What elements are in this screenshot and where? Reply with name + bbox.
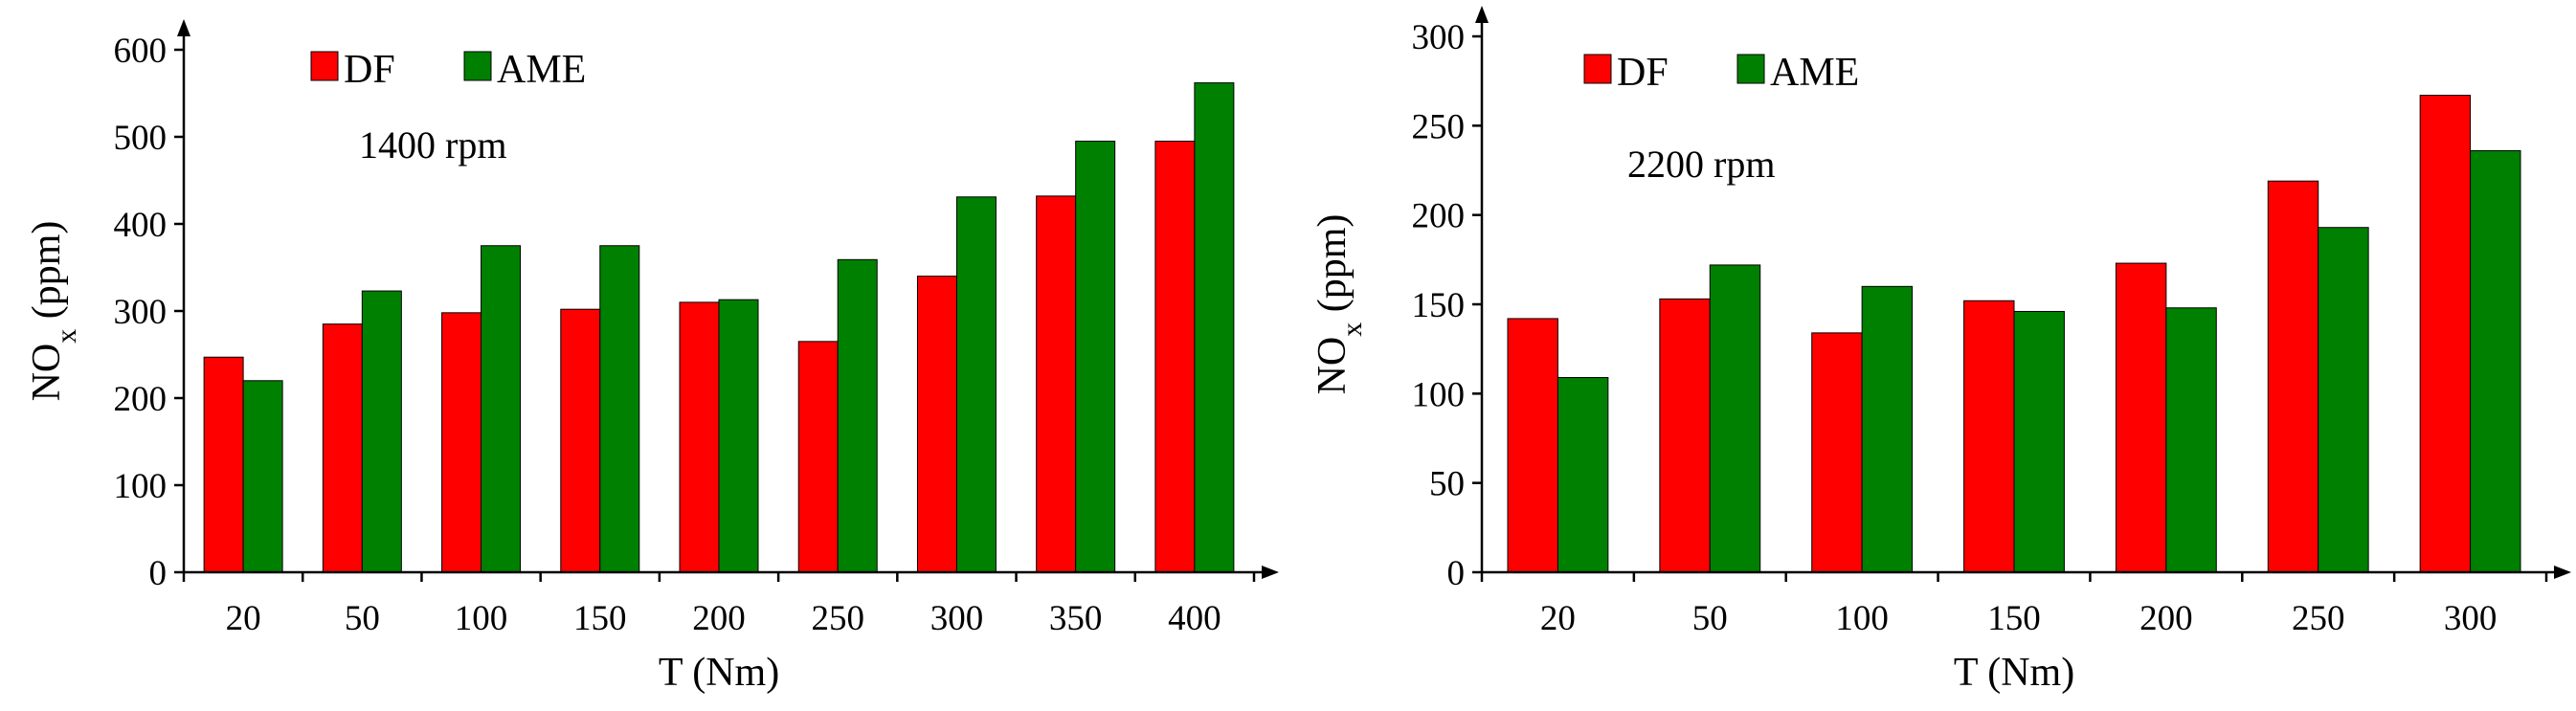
- bar-ame-350: [1075, 141, 1116, 573]
- y-axis-arrow: [177, 19, 190, 36]
- bar-ame-150: [2013, 310, 2065, 573]
- rpm-annotation: 1400 rpm: [359, 123, 506, 167]
- bar-df-250: [797, 341, 839, 573]
- x-tick-label: 20: [1540, 599, 1576, 638]
- bar-df-20: [203, 356, 244, 573]
- legend-swatch-ame: [463, 51, 492, 81]
- bar-ame-100: [481, 245, 522, 573]
- bar-ame-400: [1194, 82, 1235, 573]
- x-tick-label: 300: [2444, 599, 2498, 638]
- bar-ame-200: [2165, 307, 2217, 573]
- x-tick-label: 250: [811, 599, 864, 638]
- bar-df-50: [322, 323, 363, 573]
- legend-swatch-df: [1583, 54, 1612, 84]
- x-tick-label: 400: [1168, 599, 1221, 638]
- bar-df-150: [1963, 300, 2015, 573]
- x-tick-label: 100: [1835, 599, 1889, 638]
- bar-ame-50: [1709, 264, 1761, 573]
- bar-df-50: [1659, 298, 1711, 573]
- x-tick-label: 350: [1049, 599, 1103, 638]
- y-axis-title: NOx (ppm): [25, 221, 82, 402]
- bar-ame-300: [2470, 149, 2521, 573]
- bar-df-100: [441, 312, 482, 573]
- bar-df-20: [1507, 318, 1558, 573]
- bar-df-250: [2267, 180, 2319, 573]
- x-tick-label: 50: [1692, 599, 1728, 638]
- x-tick-label: 150: [573, 599, 627, 638]
- bar-df-150: [560, 308, 601, 573]
- y-tick-label: 300: [1412, 18, 1466, 57]
- y-tick-label: 400: [114, 206, 168, 245]
- bar-ame-150: [599, 245, 640, 573]
- x-tick-label: 300: [930, 599, 984, 638]
- x-axis-title: T (Nm): [1954, 651, 2074, 695]
- y-tick-label: 100: [1412, 375, 1466, 414]
- bar-ame-20: [1557, 377, 1609, 573]
- y-tick-label: 50: [1429, 465, 1465, 504]
- x-tick-label: 200: [692, 599, 746, 638]
- x-tick-label: 20: [226, 599, 261, 638]
- y-tick-label: 500: [114, 119, 168, 158]
- legend-label-df: DF: [1617, 51, 1669, 95]
- bar-ame-250: [837, 258, 878, 573]
- legend-label-ame: AME: [1770, 51, 1859, 95]
- bar-df-200: [679, 301, 720, 573]
- y-tick-label: 200: [114, 380, 168, 419]
- x-tick-label: 150: [1987, 599, 2041, 638]
- y-axis-title: NOx (ppm): [1310, 214, 1368, 395]
- y-tick-label: 100: [114, 467, 168, 506]
- chart-2200-rpm: 20 50 100 150 200 250 300 0 50 100 150 200 250 300 T (…: [1310, 6, 2571, 695]
- bar-df-200: [2115, 262, 2167, 573]
- x-tick-label: 200: [2139, 599, 2193, 638]
- rpm-annotation: 2200 rpm: [1627, 143, 1775, 186]
- legend-swatch-ame: [1736, 54, 1765, 84]
- bar-df-400: [1154, 141, 1196, 573]
- x-axis-arrow: [1262, 566, 1279, 579]
- y-tick-label: 300: [114, 293, 168, 332]
- y-axis-arrow: [1475, 6, 1489, 23]
- legend-swatch-df: [310, 51, 339, 81]
- bar-ame-20: [242, 380, 283, 573]
- y-tick-label: 0: [149, 554, 168, 593]
- y-tick-label: 0: [1447, 554, 1466, 593]
- bar-df-300: [2419, 95, 2472, 573]
- bar-ame-50: [361, 290, 402, 573]
- bar-df-350: [1036, 195, 1077, 573]
- x-tick-label: 250: [2292, 599, 2345, 638]
- bar-ame-200: [718, 299, 759, 573]
- bar-ame-250: [2318, 227, 2369, 573]
- bar-ame-100: [1861, 285, 1914, 573]
- legend-label-ame: AME: [497, 48, 586, 92]
- y-tick-label: 150: [1412, 286, 1466, 325]
- y-tick-label: 250: [1412, 107, 1466, 146]
- y-tick-label: 600: [114, 32, 168, 71]
- x-axis-arrow: [2554, 566, 2571, 579]
- bar-df-300: [916, 276, 957, 573]
- x-axis-title: T (Nm): [659, 651, 779, 695]
- x-tick-label: 50: [345, 599, 380, 638]
- y-tick-label: 200: [1412, 197, 1466, 236]
- bar-ame-300: [955, 196, 997, 573]
- bar-df-100: [1811, 332, 1863, 573]
- chart-1400-rpm: 20 50 100 150 200 250 300 350 400 0 100 200 300 400 50…: [25, 19, 1279, 695]
- legend-label-df: DF: [344, 48, 395, 92]
- x-tick-label: 100: [455, 599, 508, 638]
